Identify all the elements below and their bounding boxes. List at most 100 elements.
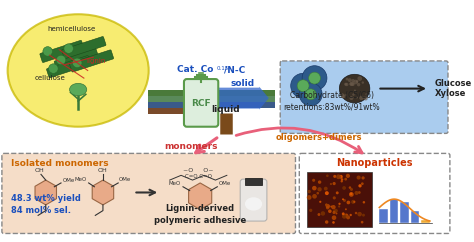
Circle shape — [349, 186, 351, 189]
Circle shape — [345, 83, 348, 86]
Polygon shape — [92, 180, 114, 205]
Circle shape — [308, 190, 311, 193]
Bar — [215, 90, 274, 96]
Circle shape — [336, 191, 339, 194]
FancyBboxPatch shape — [2, 153, 295, 234]
Circle shape — [354, 80, 358, 84]
Circle shape — [326, 174, 328, 177]
Circle shape — [312, 186, 317, 190]
Circle shape — [331, 205, 336, 209]
Circle shape — [333, 210, 337, 213]
Circle shape — [361, 221, 364, 224]
Circle shape — [364, 96, 368, 100]
Circle shape — [338, 203, 341, 205]
Circle shape — [356, 81, 358, 83]
Circle shape — [350, 188, 353, 191]
Circle shape — [309, 72, 320, 84]
Circle shape — [358, 184, 362, 188]
FancyBboxPatch shape — [240, 179, 267, 221]
Ellipse shape — [339, 74, 370, 103]
Circle shape — [325, 204, 327, 206]
Bar — [401, 202, 409, 223]
Circle shape — [332, 211, 336, 214]
Circle shape — [319, 201, 321, 203]
Polygon shape — [189, 183, 212, 210]
Circle shape — [362, 214, 365, 217]
Circle shape — [312, 194, 317, 199]
Ellipse shape — [70, 83, 87, 96]
Circle shape — [64, 44, 73, 53]
Text: ~O     O~: ~O O~ — [183, 168, 213, 174]
Bar — [215, 96, 274, 102]
Circle shape — [363, 201, 365, 204]
Bar — [411, 211, 419, 223]
Text: /N-C: /N-C — [224, 65, 245, 74]
Bar — [307, 172, 372, 227]
Circle shape — [350, 82, 354, 86]
Bar — [421, 220, 430, 223]
Circle shape — [345, 208, 347, 210]
Bar — [148, 102, 193, 108]
Text: oligomers+dimers: oligomers+dimers — [276, 133, 363, 142]
FancyBboxPatch shape — [54, 48, 98, 70]
FancyArrowPatch shape — [236, 128, 362, 153]
Text: Glucose
Xylose: Glucose Xylose — [435, 79, 472, 98]
Circle shape — [346, 174, 350, 178]
Circle shape — [357, 76, 362, 81]
Circle shape — [325, 204, 328, 206]
Circle shape — [343, 199, 346, 202]
Circle shape — [361, 182, 364, 185]
Circle shape — [351, 200, 355, 204]
Circle shape — [339, 175, 343, 179]
Circle shape — [334, 209, 338, 213]
Circle shape — [344, 178, 347, 181]
Circle shape — [330, 205, 332, 208]
Circle shape — [325, 191, 329, 195]
Bar — [215, 102, 274, 108]
Circle shape — [353, 201, 356, 203]
Circle shape — [307, 195, 311, 200]
Ellipse shape — [8, 14, 149, 127]
Circle shape — [336, 174, 341, 179]
Circle shape — [328, 209, 332, 213]
Circle shape — [302, 66, 327, 91]
Circle shape — [317, 192, 319, 195]
Text: liquid: liquid — [211, 106, 240, 114]
Circle shape — [297, 80, 309, 92]
Polygon shape — [35, 180, 56, 205]
Circle shape — [348, 78, 352, 82]
Circle shape — [346, 215, 348, 217]
Circle shape — [356, 80, 358, 83]
Circle shape — [365, 93, 368, 96]
Circle shape — [305, 89, 316, 100]
Circle shape — [56, 55, 66, 65]
Text: OMe: OMe — [119, 177, 131, 182]
Circle shape — [332, 221, 335, 224]
Circle shape — [359, 96, 364, 100]
Circle shape — [326, 204, 330, 208]
Circle shape — [354, 90, 356, 91]
Circle shape — [325, 220, 328, 224]
Text: hemicellulose: hemicellulose — [47, 26, 96, 32]
Circle shape — [352, 93, 355, 96]
Circle shape — [355, 212, 357, 214]
FancyBboxPatch shape — [184, 79, 218, 127]
Text: MeO: MeO — [169, 181, 181, 186]
Text: 0.15: 0.15 — [216, 66, 228, 70]
Circle shape — [336, 212, 337, 214]
Circle shape — [342, 186, 346, 190]
Circle shape — [349, 82, 353, 86]
Text: monomers: monomers — [164, 142, 218, 151]
Circle shape — [356, 175, 361, 180]
Circle shape — [318, 213, 320, 216]
Text: 48.3 wt% yield
84 mol% sel.: 48.3 wt% yield 84 mol% sel. — [11, 194, 82, 215]
FancyBboxPatch shape — [62, 37, 106, 59]
Circle shape — [344, 83, 347, 86]
Circle shape — [362, 81, 364, 84]
FancyArrow shape — [215, 87, 269, 110]
FancyBboxPatch shape — [46, 56, 91, 78]
Bar — [148, 90, 193, 96]
Circle shape — [356, 96, 358, 98]
Circle shape — [350, 193, 352, 195]
Circle shape — [312, 179, 315, 182]
